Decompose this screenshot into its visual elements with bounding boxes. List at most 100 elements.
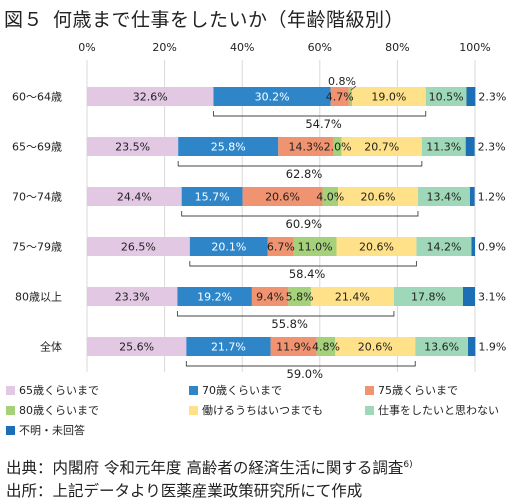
legend-label: 働けるうちはいつまでも	[202, 404, 323, 417]
callout-leader	[350, 85, 357, 91]
data-label: 21.7%	[211, 341, 246, 354]
legend-label: 仕事をしたいと思わない	[378, 404, 499, 417]
data-label: 20.6%	[265, 191, 300, 204]
bar-segment	[462, 287, 475, 306]
bar-segment	[270, 337, 317, 356]
bar-segment	[251, 287, 289, 306]
data-label: 30.2%	[255, 91, 290, 104]
total-bracket	[181, 211, 419, 217]
data-label: 14.3%	[289, 141, 324, 154]
legend-item: 75歳くらいまで	[365, 382, 458, 398]
bar-segment	[352, 87, 426, 106]
x-tick-label: 20%	[152, 41, 176, 54]
total-bracket	[213, 111, 427, 117]
data-label: 20.7%	[364, 141, 399, 154]
category-label: 全体	[40, 340, 62, 354]
legend-swatch	[365, 385, 374, 395]
bar-segment	[87, 287, 178, 306]
data-label: 2.0%	[324, 141, 352, 154]
bar-segment	[267, 237, 294, 256]
bar-segment	[338, 187, 418, 206]
bar-segment	[316, 337, 336, 356]
bar-segment	[181, 187, 243, 206]
total-bracket	[185, 361, 416, 367]
legend-label: 65歳くらいまで	[19, 384, 99, 397]
bar-segment	[87, 137, 179, 156]
figure-number: 図５	[4, 9, 44, 31]
bar-segment	[213, 87, 331, 106]
legend-item: 働けるうちはいつまでも	[189, 402, 323, 418]
data-label: 14.2%	[426, 241, 461, 254]
legend-item: 65歳くらいまで	[6, 382, 99, 398]
data-label: 2.3%	[478, 91, 506, 104]
bar-segment	[178, 137, 279, 156]
bar-segment	[417, 187, 470, 206]
data-label: 1.9%	[478, 341, 506, 354]
data-label: 4.8%	[312, 341, 340, 354]
legend-swatch	[6, 385, 15, 395]
data-label: 0.8%	[328, 75, 356, 88]
data-label: 9.4%	[256, 291, 284, 304]
data-label: 6.7%	[267, 241, 295, 254]
bar-segment	[177, 287, 252, 306]
bracket-total-label: 62.8%	[286, 167, 323, 181]
bar-segment	[186, 337, 271, 356]
bar-segment	[416, 237, 472, 256]
bar-segment	[468, 337, 476, 356]
bar-segment	[465, 137, 475, 156]
legend-label: 75歳くらいまで	[378, 384, 458, 397]
bar-segment	[278, 137, 334, 156]
legend-swatch	[6, 425, 15, 435]
bar-segment	[335, 337, 416, 356]
data-label: 2.3%	[478, 141, 506, 154]
legend-item: 70歳くらいまで	[189, 382, 282, 398]
x-tick-label: 100%	[459, 41, 490, 54]
bar-segment	[87, 187, 182, 206]
data-label: 4.0%	[316, 191, 344, 204]
bar-segment	[336, 237, 417, 256]
x-tick-label: 0%	[78, 41, 95, 54]
data-label: 11.9%	[276, 341, 311, 354]
source-line2: 出所：上記データより医薬産業政策研究所にて作成	[6, 482, 363, 500]
legend-label: 70歳くらいまで	[202, 384, 282, 397]
data-label: 23.3%	[115, 291, 150, 304]
data-label: 19.2%	[197, 291, 232, 304]
legend-item: 不明・未回答	[6, 422, 85, 438]
bar-segment	[87, 237, 190, 256]
data-label: 24.4%	[117, 191, 152, 204]
data-label: 11.3%	[426, 141, 461, 154]
bar-segment	[189, 237, 268, 256]
data-label: 11.0%	[298, 241, 333, 254]
source-footnote: 6)	[403, 459, 413, 470]
bar-segment	[348, 87, 353, 106]
source-citation: 出典：内閣府 令和元年度 高齢者の経済生活に関する調査6)	[6, 456, 413, 478]
legend-label: 80歳くらいまで	[19, 404, 99, 417]
x-tick-label: 40%	[230, 41, 254, 54]
bar-segment	[333, 137, 342, 156]
legend-swatch	[189, 405, 198, 415]
data-label: 20.6%	[361, 191, 396, 204]
bar-segment	[242, 187, 323, 206]
data-label: 26.5%	[121, 241, 156, 254]
source-origin: 出所：上記データより医薬産業政策研究所にて作成	[6, 479, 362, 501]
total-bracket	[189, 261, 417, 267]
bar-segment	[469, 187, 475, 206]
bar-segment	[393, 287, 463, 306]
bar-segment	[471, 237, 475, 256]
category-label: 60〜64歳	[12, 91, 62, 104]
legend-label: 不明・未回答	[19, 424, 85, 437]
data-label: 13.6%	[424, 341, 459, 354]
data-label: 4.7%	[326, 91, 354, 104]
legend-item: 80歳くらいまで	[6, 402, 99, 418]
data-label: 1.2%	[478, 191, 506, 204]
data-label: 32.6%	[133, 91, 168, 104]
bar-segment	[330, 87, 349, 106]
category-label: 65〜69歳	[12, 141, 62, 154]
x-tick-label: 80%	[385, 41, 409, 54]
legend-swatch	[6, 405, 15, 415]
bar-segment	[288, 287, 311, 306]
source-line1: 出典：内閣府 令和元年度 高齢者の経済生活に関する調査	[6, 459, 404, 477]
data-label: 23.5%	[115, 141, 150, 154]
bracket-total-label: 60.9%	[286, 217, 323, 231]
